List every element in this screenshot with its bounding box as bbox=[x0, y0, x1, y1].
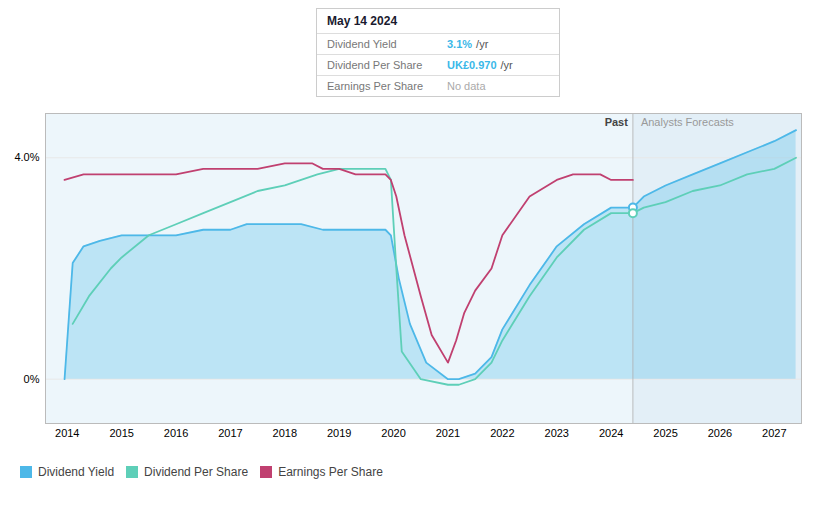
svg-text:2022: 2022 bbox=[490, 427, 514, 439]
html-text:Dividend Per Share: Dividend Per Share bbox=[144, 464, 249, 479]
html-text:May 14 2024: May 14 2024 bbox=[327, 14, 398, 28]
svg-text:Analysts Forecasts: Analysts Forecasts bbox=[641, 116, 734, 128]
svg-text:2019: 2019 bbox=[327, 427, 351, 439]
svg-text:2020: 2020 bbox=[381, 427, 405, 439]
svg-text:2017: 2017 bbox=[218, 427, 242, 439]
html-text:Earnings Per Share: Earnings Per Share bbox=[278, 464, 383, 479]
svg-text:2027: 2027 bbox=[762, 427, 786, 439]
svg-text:0%: 0% bbox=[24, 373, 40, 385]
svg-text:4.0%: 4.0% bbox=[14, 151, 39, 163]
svg-text:2026: 2026 bbox=[708, 427, 732, 439]
html-text:Dividend Yield: Dividend Yield bbox=[327, 38, 397, 50]
svg-text:2023: 2023 bbox=[545, 427, 569, 439]
html-text:Dividend Yield: Dividend Yield bbox=[38, 464, 115, 479]
svg-text:2021: 2021 bbox=[436, 427, 460, 439]
svg-text:2018: 2018 bbox=[273, 427, 297, 439]
svg-text:Past: Past bbox=[605, 116, 629, 128]
svg-text:2025: 2025 bbox=[653, 427, 677, 439]
html-text:UK£0.970 /yr: UK£0.970 /yr bbox=[447, 59, 513, 71]
html-text:3.1% /yr: 3.1% /yr bbox=[447, 38, 489, 50]
html-text:Dividend Per Share: Dividend Per Share bbox=[327, 59, 423, 71]
svg-text:2015: 2015 bbox=[109, 427, 133, 439]
html-text:Earnings Per Share: Earnings Per Share bbox=[327, 80, 423, 92]
html-text:No data: No data bbox=[447, 80, 486, 92]
svg-text:2016: 2016 bbox=[164, 427, 188, 439]
svg-text:2024: 2024 bbox=[599, 427, 623, 439]
svg-text:2014: 2014 bbox=[55, 427, 79, 439]
